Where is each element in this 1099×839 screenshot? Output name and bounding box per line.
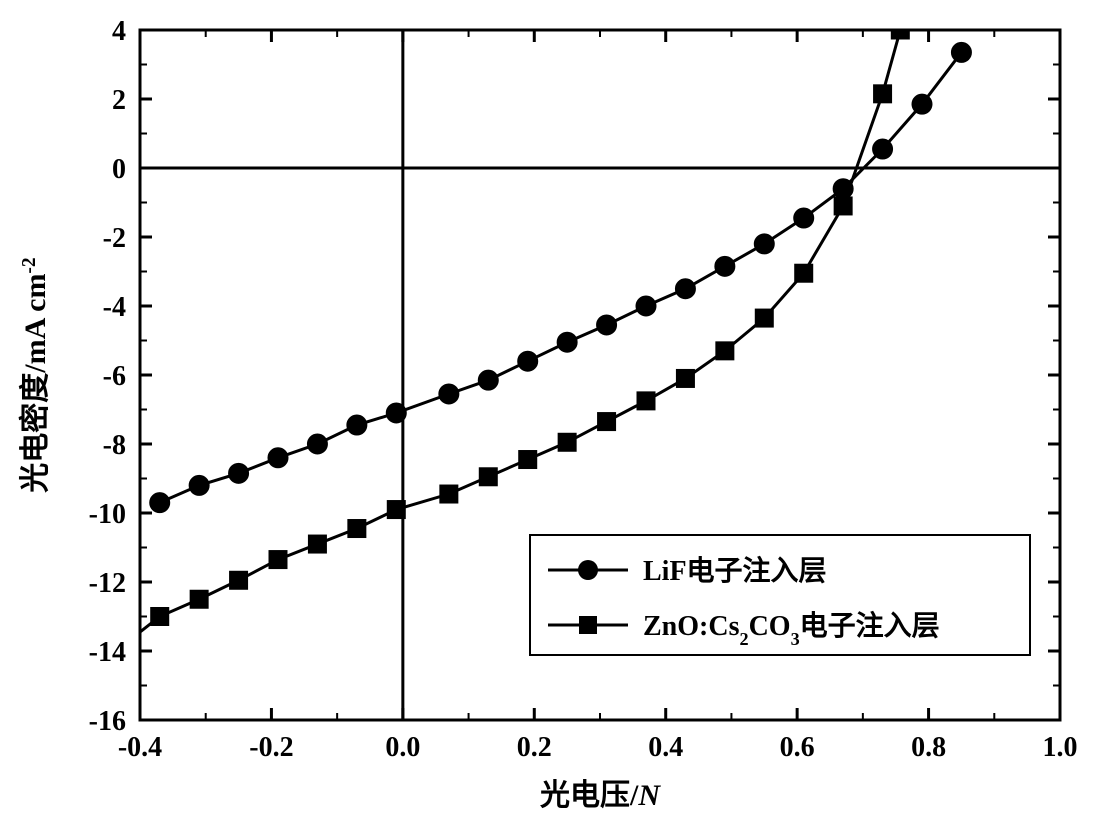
legend: LiF电子注入层ZnO:Cs2CO3电子注入层 [530, 535, 1030, 655]
chart-container: -0.4-0.20.00.20.40.60.81.0-16-14-12-10-8… [0, 0, 1099, 839]
svg-text:光电密度/mA cm-2: 光电密度/mA cm-2 [18, 257, 52, 492]
x-tick-label: 1.0 [1043, 732, 1078, 763]
y-tick-label: -16 [89, 706, 126, 737]
y-tick-label: -10 [89, 499, 126, 530]
y-tick-label: -4 [103, 292, 126, 323]
x-tick-label: -0.2 [249, 732, 293, 763]
y-tick-label: -6 [103, 361, 126, 392]
y-axis-title: 光电密度/mA cm-2 [18, 257, 52, 492]
y-tick-label: -8 [103, 430, 126, 461]
x-tick-label: 0.6 [780, 732, 815, 763]
legend-label: LiF电子注入层 [643, 554, 827, 587]
y-tick-label: -2 [103, 223, 126, 254]
y-tick-label: -14 [89, 637, 126, 668]
x-axis-title: 光电压/N [540, 779, 661, 812]
y-tick-label: 0 [112, 154, 126, 185]
y-tick-label: -12 [89, 568, 126, 599]
x-tick-label: 0.8 [911, 732, 946, 763]
y-tick-label: 4 [112, 16, 126, 47]
x-tick-label: 0.0 [385, 732, 420, 763]
y-tick-label: 2 [112, 85, 126, 116]
jv-curve-chart: -0.4-0.20.00.20.40.60.81.0-16-14-12-10-8… [0, 0, 1099, 839]
x-tick-label: 0.2 [517, 732, 552, 763]
x-tick-label: 0.4 [648, 732, 683, 763]
